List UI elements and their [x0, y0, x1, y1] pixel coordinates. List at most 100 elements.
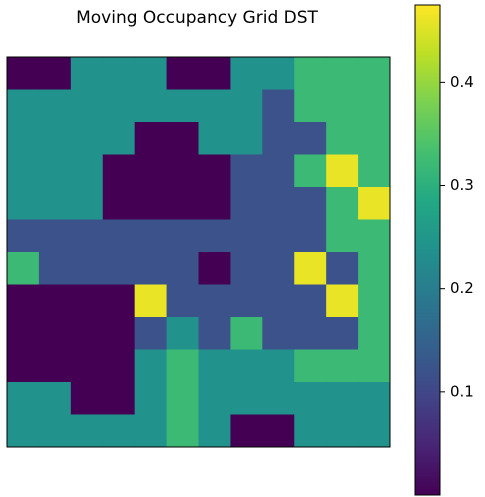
cell [134, 154, 168, 188]
cell [358, 284, 391, 318]
cell [38, 414, 72, 448]
cell [262, 154, 295, 188]
cell [7, 219, 40, 253]
cell [7, 317, 40, 350]
cell [7, 252, 40, 285]
cell [166, 122, 199, 155]
cell [7, 154, 40, 188]
cell [70, 57, 104, 90]
cell [326, 349, 359, 383]
cell [134, 252, 168, 285]
cell [262, 252, 295, 285]
cell [134, 57, 168, 90]
cell [358, 414, 391, 448]
cell [166, 219, 199, 253]
cell [38, 219, 72, 253]
cell [358, 57, 391, 90]
cell [70, 284, 104, 318]
cell [294, 382, 327, 415]
cell [134, 382, 168, 415]
cell [294, 57, 327, 90]
cell [198, 187, 231, 220]
cell [102, 219, 136, 253]
cell [294, 349, 327, 383]
cell [262, 89, 295, 123]
cell [230, 122, 263, 155]
cell [166, 414, 199, 448]
cell [262, 219, 295, 253]
cell [198, 122, 231, 155]
cell [38, 382, 72, 415]
cell [262, 317, 295, 350]
cell [102, 349, 136, 383]
cell [230, 57, 263, 90]
cell [102, 154, 136, 188]
cell [358, 382, 391, 415]
cell [230, 219, 263, 253]
cell [166, 252, 199, 285]
cell [294, 284, 327, 318]
colorbar [414, 4, 441, 496]
cell [198, 317, 231, 350]
cell [198, 219, 231, 253]
cell [7, 89, 40, 123]
cell [38, 349, 72, 383]
cell [230, 284, 263, 318]
cell [134, 187, 168, 220]
cell [134, 414, 168, 448]
cell [326, 414, 359, 448]
cell [294, 317, 327, 350]
cell [198, 284, 231, 318]
cell [262, 57, 295, 90]
cell [38, 187, 72, 220]
cell [134, 284, 168, 318]
cell [198, 382, 231, 415]
cell [326, 154, 359, 188]
cell [70, 252, 104, 285]
cell [102, 57, 136, 90]
cell [262, 382, 295, 415]
cell [38, 57, 72, 90]
cell [102, 187, 136, 220]
cell [7, 122, 40, 155]
cell [70, 349, 104, 383]
cell [70, 89, 104, 123]
cell [294, 122, 327, 155]
cell [326, 187, 359, 220]
cell [198, 89, 231, 123]
cell [326, 284, 359, 318]
cell [7, 284, 40, 318]
cell [326, 57, 359, 90]
cell [230, 349, 263, 383]
cell [7, 57, 40, 90]
cell [358, 219, 391, 253]
cell [166, 154, 199, 188]
cell [166, 284, 199, 318]
colorbar-tick-label: 0.4 [450, 73, 474, 91]
cell [230, 317, 263, 350]
cell [166, 57, 199, 90]
cell [70, 122, 104, 155]
cell [294, 414, 327, 448]
cell [70, 187, 104, 220]
cell [326, 219, 359, 253]
cell [102, 89, 136, 123]
cell [230, 414, 263, 448]
cell [166, 382, 199, 415]
cell [38, 284, 72, 318]
cell [70, 317, 104, 350]
cell [326, 382, 359, 415]
cell [230, 154, 263, 188]
cell [102, 317, 136, 350]
cell [294, 89, 327, 123]
cell [102, 414, 136, 448]
plot-frame [6, 56, 391, 448]
cell [326, 317, 359, 350]
cell [7, 187, 40, 220]
cell [262, 414, 295, 448]
cell [166, 349, 199, 383]
cell [134, 219, 168, 253]
cell [230, 89, 263, 123]
cell [166, 317, 199, 350]
